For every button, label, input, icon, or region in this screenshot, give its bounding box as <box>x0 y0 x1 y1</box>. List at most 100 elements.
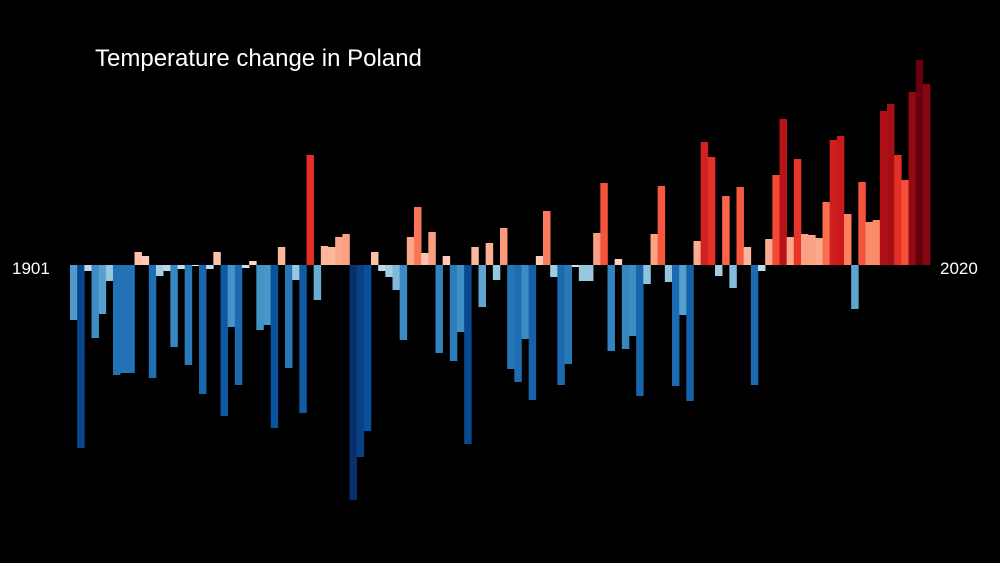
bar-year-1918 <box>191 265 200 266</box>
bar-year-1944 <box>378 265 386 271</box>
bar-year-1933 <box>299 265 307 413</box>
bar-year-1957 <box>471 247 479 265</box>
bar-year-1942 <box>363 265 372 431</box>
bar-year-1949 <box>414 207 422 265</box>
bar-year-2007 <box>829 140 838 265</box>
bar-year-1996 <box>750 265 759 385</box>
bar-year-1985 <box>672 265 680 386</box>
bar-year-1939 <box>342 234 350 265</box>
bar-year-1979 <box>629 265 637 336</box>
bar-year-1958 <box>478 265 486 307</box>
bar-year-1940 <box>349 265 357 500</box>
bar-year-1910 <box>134 252 142 265</box>
bar-year-1984 <box>664 265 673 282</box>
bar-year-1987 <box>686 265 694 401</box>
bar-year-1962 <box>507 265 515 369</box>
bar-year-1929 <box>270 265 279 428</box>
bar-year-1908 <box>120 265 128 373</box>
bar-year-1924 <box>234 265 243 385</box>
bar-year-1904 <box>91 265 99 338</box>
bar-year-2003 <box>801 234 809 265</box>
end-year-label: 2020 <box>940 259 978 278</box>
bar-year-1995 <box>743 247 752 265</box>
bar-year-1986 <box>679 265 687 315</box>
bar-year-1919 <box>199 265 207 394</box>
bar-year-1952 <box>435 265 443 353</box>
bar-year-1909 <box>127 265 135 373</box>
bar-year-1956 <box>464 265 472 444</box>
bar-year-1968 <box>550 265 558 277</box>
bar-year-1920 <box>206 265 214 269</box>
bar-year-1935 <box>313 265 322 300</box>
bars-group <box>70 60 931 500</box>
bar-year-1982 <box>650 234 658 265</box>
bar-year-1932 <box>292 265 300 280</box>
bar-year-2020 <box>922 84 931 265</box>
bar-year-1988 <box>693 241 701 265</box>
bar-year-1953 <box>442 256 451 265</box>
bar-year-1981 <box>643 265 651 284</box>
bar-year-1975 <box>600 183 608 265</box>
bar-year-1972 <box>578 265 587 281</box>
bar-year-1963 <box>514 265 522 382</box>
start-year-label: 1901 <box>12 259 50 278</box>
bar-year-1941 <box>356 265 365 457</box>
bar-year-1911 <box>141 256 150 265</box>
bar-year-2001 <box>786 237 795 265</box>
bar-year-2005 <box>815 238 823 265</box>
bar-year-1923 <box>227 265 236 327</box>
bar-year-1960 <box>492 265 501 280</box>
bar-year-1917 <box>184 265 193 365</box>
bar-year-2019 <box>915 60 924 265</box>
bar-year-1937 <box>328 247 336 265</box>
bar-year-1961 <box>500 228 508 265</box>
bar-year-1916 <box>177 265 185 269</box>
bar-year-2015 <box>887 104 895 265</box>
bar-year-2011 <box>858 182 866 265</box>
bar-year-1925 <box>242 265 250 268</box>
bar-year-1902 <box>77 265 85 448</box>
bar-year-1999 <box>772 175 780 265</box>
bar-year-1964 <box>521 265 529 339</box>
bar-year-1914 <box>163 265 171 271</box>
bar-year-1966 <box>535 256 544 265</box>
bar-year-1976 <box>607 265 615 351</box>
bar-year-1934 <box>306 155 314 265</box>
bar-year-1954 <box>449 265 458 361</box>
bar-year-2010 <box>851 265 859 309</box>
bar-year-1967 <box>543 211 551 265</box>
bar-year-1992 <box>722 196 730 265</box>
bar-year-1931 <box>285 265 293 368</box>
bar-year-1928 <box>263 265 271 325</box>
bar-year-1948 <box>406 237 415 265</box>
bar-year-1926 <box>249 261 257 265</box>
bar-year-1973 <box>586 265 594 281</box>
bar-year-1936 <box>320 246 329 265</box>
bar-year-2002 <box>793 159 802 265</box>
bar-year-1921 <box>213 252 221 265</box>
bar-year-1938 <box>335 237 343 265</box>
bar-year-1951 <box>428 232 436 265</box>
bar-year-1947 <box>399 265 408 340</box>
bar-year-1993 <box>729 265 737 288</box>
bar-year-1955 <box>457 265 465 332</box>
bar-year-1974 <box>593 233 601 265</box>
bar-year-1903 <box>84 265 92 271</box>
bar-year-1980 <box>636 265 644 396</box>
bar-year-1965 <box>528 265 537 400</box>
bar-year-2014 <box>879 111 888 265</box>
bar-year-2008 <box>836 136 845 265</box>
bar-year-1930 <box>277 247 286 265</box>
bar-year-2013 <box>872 220 881 265</box>
bar-year-2016 <box>894 155 902 265</box>
bar-year-1970 <box>564 265 572 364</box>
bar-year-1950 <box>421 253 429 265</box>
bar-year-2018 <box>908 92 916 265</box>
bar-year-1978 <box>621 265 630 349</box>
chart-title: Temperature change in Poland <box>95 45 422 72</box>
bar-year-1977 <box>614 259 623 265</box>
bar-year-1959 <box>485 243 494 265</box>
bar-year-1998 <box>765 239 773 265</box>
bar-year-1971 <box>571 265 580 267</box>
bar-year-1991 <box>715 265 723 276</box>
